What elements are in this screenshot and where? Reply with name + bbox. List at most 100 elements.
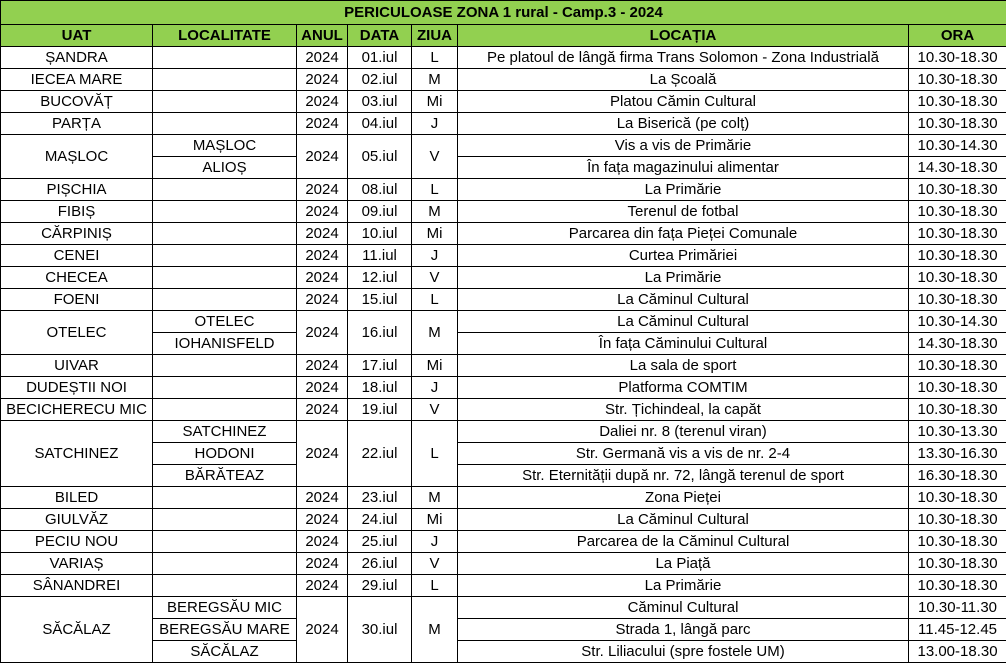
locality-cell: SĂCĂLAZ [152, 640, 297, 663]
locality-cell [152, 178, 297, 201]
year-cell: 2024 [296, 288, 348, 311]
column-header: ZIUA [411, 24, 458, 47]
location-cell: La Școală [457, 68, 909, 91]
locality-cell [152, 90, 297, 113]
time-cell: 13.30-16.30 [907, 442, 1006, 465]
locality-cell: MAȘLOC [152, 134, 297, 157]
location-cell: Str. Țichindeal, la capăt [457, 398, 909, 421]
time-cell: 10.30-18.30 [907, 244, 1006, 267]
day-cell: L [411, 288, 458, 311]
table-row: SĂCĂLAZ BEREGSĂU MIC 2024 30.iul M Căminul Cu… [0, 596, 1006, 663]
location-cell: La Primărie [457, 266, 909, 289]
locality-cell: IOHANISFELD [152, 332, 297, 355]
day-cell: V [411, 266, 458, 289]
column-header: LOCAȚIA [457, 24, 909, 47]
table-row: CĂRPINIȘ 2024 10.iul Mi Parcarea din fața Pi… [0, 222, 1006, 245]
time-cell: 16.30-18.30 [907, 464, 1006, 487]
location-cell: La Piață [457, 552, 909, 575]
year-cell: 2024 [296, 376, 348, 399]
table-title: PERICULOASE ZONA 1 rural - Camp.3 - 2024 [0, 0, 1006, 25]
location-cell: La Căminul Cultural [457, 310, 909, 333]
uat-cell: SATCHINEZ [0, 420, 153, 487]
location-cell: În fața Căminului Cultural [457, 332, 909, 355]
date-cell: 30.iul [347, 596, 412, 663]
column-header: DATA [347, 24, 412, 47]
day-cell: M [411, 486, 458, 509]
year-cell: 2024 [296, 46, 348, 69]
date-cell: 17.iul [347, 354, 412, 377]
table-row: PECIU NOU 2024 25.iul J Parcarea de la Cămin… [0, 530, 1006, 553]
day-cell: V [411, 134, 458, 179]
day-cell: M [411, 68, 458, 91]
uat-cell: IECEA MARE [0, 68, 153, 91]
day-cell: L [411, 178, 458, 201]
locality-cell [152, 288, 297, 311]
locality-cell [152, 574, 297, 597]
year-cell: 2024 [296, 530, 348, 553]
uat-cell: UIVAR [0, 354, 153, 377]
year-cell: 2024 [296, 508, 348, 531]
time-cell: 10.30-11.30 [907, 596, 1006, 619]
time-cell: 11.45-12.45 [907, 618, 1006, 641]
column-header: UAT [0, 24, 153, 47]
uat-cell: CHECEA [0, 266, 153, 289]
uat-cell: FIBIȘ [0, 200, 153, 223]
locality-cell: ALIOȘ [152, 156, 297, 179]
year-cell: 2024 [296, 178, 348, 201]
table-row: OTELEC OTELEC 2024 16.iul M La Căminul Cultur… [0, 310, 1006, 355]
date-cell: 09.iul [347, 200, 412, 223]
date-cell: 23.iul [347, 486, 412, 509]
column-header: ANUL [296, 24, 348, 47]
location-cell: Vis a vis de Primărie [457, 134, 909, 157]
location-cell: Pe platoul de lângă firma Trans Solomon … [457, 46, 909, 69]
year-cell: 2024 [296, 200, 348, 223]
date-cell: 26.iul [347, 552, 412, 575]
time-cell: 10.30-18.30 [907, 200, 1006, 223]
location-cell: Terenul de fotbal [457, 200, 909, 223]
date-cell: 10.iul [347, 222, 412, 245]
time-cell: 10.30-14.30 [907, 310, 1006, 333]
year-cell: 2024 [296, 244, 348, 267]
time-cell: 10.30-18.30 [907, 46, 1006, 69]
day-cell: L [411, 574, 458, 597]
uat-cell: BECICHERECU MIC [0, 398, 153, 421]
date-cell: 11.iul [347, 244, 412, 267]
year-cell: 2024 [296, 134, 348, 179]
location-cell: La Căminul Cultural [457, 288, 909, 311]
column-header: LOCALITATE [152, 24, 297, 47]
time-cell: 10.30-18.30 [907, 112, 1006, 135]
day-cell: L [411, 420, 458, 487]
locality-cell [152, 552, 297, 575]
locality-cell [152, 46, 297, 69]
time-cell: 10.30-18.30 [907, 222, 1006, 245]
time-cell: 10.30-18.30 [907, 90, 1006, 113]
locality-cell [152, 486, 297, 509]
table-row: UIVAR 2024 17.iul Mi La sala de sport 10.30-1… [0, 354, 1006, 377]
time-cell: 10.30-14.30 [907, 134, 1006, 157]
table-row: ȘANDRA 2024 01.iul L Pe platoul de lângă fir… [0, 46, 1006, 69]
uat-cell: FOENI [0, 288, 153, 311]
table-body: ȘANDRA 2024 01.iul L Pe platoul de lângă fir… [0, 46, 1006, 663]
location-cell: La sala de sport [457, 354, 909, 377]
locality-cell [152, 200, 297, 223]
date-cell: 01.iul [347, 46, 412, 69]
uat-cell: DUDEȘTII NOI [0, 376, 153, 399]
location-cell: Parcarea de la Căminul Cultural [457, 530, 909, 553]
location-cell: Parcarea din fața Pieței Comunale [457, 222, 909, 245]
table-row: CENEI 2024 11.iul J Curtea Primăriei 10.30-18… [0, 244, 1006, 267]
day-cell: M [411, 596, 458, 663]
date-cell: 03.iul [347, 90, 412, 113]
day-cell: J [411, 530, 458, 553]
time-cell: 10.30-18.30 [907, 486, 1006, 509]
time-cell: 10.30-18.30 [907, 398, 1006, 421]
date-cell: 04.iul [347, 112, 412, 135]
table-row: FIBIȘ 2024 09.iul M Terenul de fotbal 10.30-1… [0, 200, 1006, 223]
year-cell: 2024 [296, 266, 348, 289]
location-cell: Curtea Primăriei [457, 244, 909, 267]
locality-cell: BĂRĂTEAZ [152, 464, 297, 487]
locality-cell [152, 398, 297, 421]
year-cell: 2024 [296, 552, 348, 575]
year-cell: 2024 [296, 420, 348, 487]
uat-cell: MAȘLOC [0, 134, 153, 179]
